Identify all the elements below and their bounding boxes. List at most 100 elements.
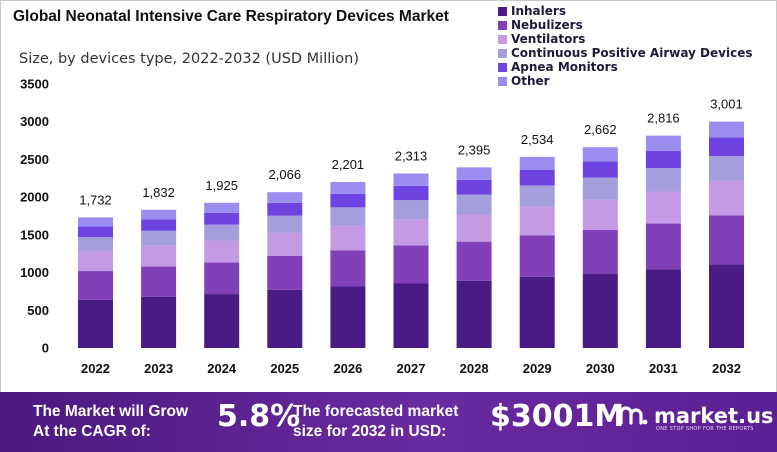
legend-label: Ventilators <box>511 32 586 46</box>
chart-title: Global Neonatal Intensive Care Respirato… <box>13 8 449 25</box>
bar-segment <box>204 240 240 263</box>
legend-swatch <box>498 48 507 58</box>
x-tick-label: 2031 <box>649 361 678 376</box>
bar-segment <box>330 225 366 251</box>
forecast-caption-line2: size for 2032 in USD: <box>293 423 447 440</box>
bar-segment <box>456 241 492 281</box>
bar-segment <box>141 209 177 220</box>
cagr-value: 5.8% <box>217 399 301 434</box>
bar-segment <box>709 137 744 157</box>
bar-segment <box>204 262 240 295</box>
bar-segment <box>709 215 744 265</box>
legend-label: Apnea Monitors <box>511 60 618 74</box>
forecast-caption-line1: The forecasted market <box>293 403 459 420</box>
bar-segment <box>519 235 555 277</box>
bar-segment <box>709 156 744 181</box>
bar-segment <box>456 214 492 242</box>
bar-segment <box>582 147 618 162</box>
bar-segment <box>456 179 492 195</box>
bar-segment <box>519 169 555 186</box>
chart-subtitle: Size, by devices type, 2022-2032 (USD Mi… <box>19 51 360 67</box>
bar-segment <box>141 219 177 231</box>
bar-segment <box>141 230 177 246</box>
legend-item: Other <box>498 74 752 88</box>
bar-total-label: 3,001 <box>710 97 743 112</box>
bar-segment <box>456 280 492 348</box>
legend-label: Continuous Positive Airway Devices <box>511 46 753 60</box>
bar-segment <box>393 173 429 186</box>
bar-segment <box>582 199 618 230</box>
bar-segment <box>330 207 366 226</box>
bar-segment <box>267 289 303 348</box>
bar-segment <box>78 217 113 227</box>
legend-item: Ventilators <box>498 32 752 46</box>
bar-total-label: 2,662 <box>584 122 617 137</box>
bar-segment <box>78 251 113 272</box>
bar-total-label: 2,395 <box>458 142 491 157</box>
bar-segment <box>519 276 555 348</box>
bar-segment <box>645 223 681 270</box>
forecast-caption: The forecasted market size for 2032 in U… <box>293 402 458 442</box>
bar-segment <box>709 121 744 138</box>
bar-segment <box>78 299 113 348</box>
legend-swatch <box>498 6 507 16</box>
y-tick-label: 1500 <box>20 227 49 242</box>
bar-segment <box>645 135 681 151</box>
x-tick-label: 2024 <box>207 361 237 376</box>
bar-segment <box>330 250 366 287</box>
brand-name: market.us <box>654 404 774 428</box>
forecast-value: $3001M <box>490 399 625 434</box>
bar-segment <box>645 269 681 348</box>
bar-segment <box>519 185 555 207</box>
brand-tagline: ONE STOP SHOP FOR THE REPORTS <box>656 426 754 432</box>
y-tick-label: 2500 <box>20 152 49 167</box>
bar-total-label: 2,201 <box>332 157 365 172</box>
bar-segment <box>519 156 555 170</box>
market-us-logo-icon <box>619 406 648 425</box>
cagr-caption-line2: At the CAGR of: <box>33 423 151 440</box>
bar-segment <box>204 202 240 213</box>
bar-segment <box>393 185 429 201</box>
cagr-caption: The Market will Grow At the CAGR of: <box>33 402 188 442</box>
legend: Inhalers Nebulizers Ventilators Continuous … <box>498 4 752 88</box>
y-tick-label: 3000 <box>20 114 49 129</box>
bar-segment <box>267 192 303 203</box>
bar-total-label: 2,313 <box>395 149 428 164</box>
bar-total-label: 1,732 <box>79 192 112 207</box>
legend-swatch <box>498 20 507 30</box>
bar-segment <box>393 200 429 220</box>
legend-swatch <box>498 76 507 86</box>
bar-total-label: 2,816 <box>647 111 680 126</box>
bar-segment <box>582 177 618 200</box>
bar-total-label: 1,832 <box>142 185 175 200</box>
bar-segment <box>393 283 429 348</box>
bar-segment <box>204 294 240 348</box>
bar-segment <box>267 232 303 256</box>
bar-segment <box>204 224 240 241</box>
y-tick-label: 1000 <box>20 265 49 280</box>
x-tick-label: 2022 <box>81 361 110 376</box>
bar-segment <box>645 168 681 192</box>
brand-logo[interactable]: market.us <box>618 403 774 429</box>
stacked-bar-chart: 0 500 1000 1500 2000 2500 3000 3500 1,732 2022 1,8… <box>20 77 744 376</box>
x-tick-label: 2032 <box>712 361 741 376</box>
bar-segment <box>78 226 113 238</box>
y-tick-label: 3500 <box>20 77 49 92</box>
x-tick-label: 2029 <box>523 361 552 376</box>
bar-segment <box>645 150 681 169</box>
bar-segment <box>393 245 429 284</box>
bar-segment <box>204 212 240 225</box>
bar-segment <box>582 273 618 348</box>
x-tick-label: 2030 <box>586 361 615 376</box>
x-tick-label: 2028 <box>460 361 489 376</box>
bar-segment <box>709 180 744 216</box>
bar-segment <box>456 194 492 215</box>
bar-segment <box>330 181 366 194</box>
legend-swatch <box>498 62 507 72</box>
legend-label: Other <box>511 74 550 88</box>
bar-segment <box>519 206 555 236</box>
bar-segment <box>141 245 177 267</box>
y-tick-label: 0 <box>42 341 49 356</box>
bar-segment <box>330 286 366 348</box>
bar-segment <box>456 167 492 180</box>
